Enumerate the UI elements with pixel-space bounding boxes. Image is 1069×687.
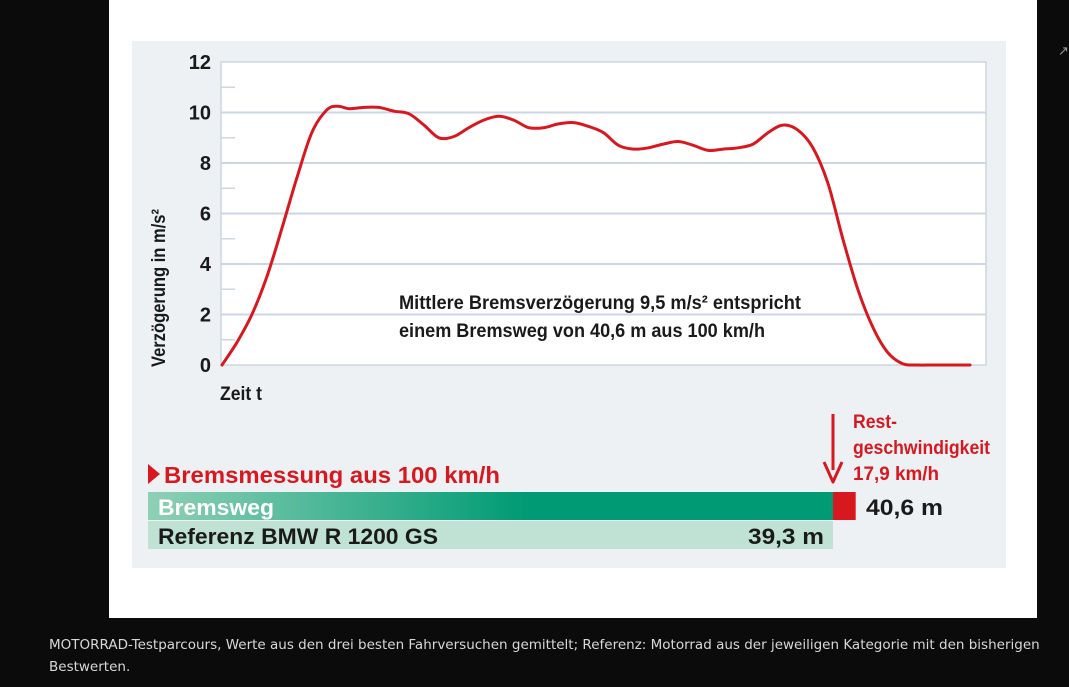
bar-chart-title: Bremsmessung aus 100 km/h — [164, 462, 500, 488]
bar-bremsweg — [148, 492, 833, 520]
expand-button[interactable]: ↗ — [1058, 44, 1069, 60]
arrow-up-right-icon: ↗ — [1058, 44, 1069, 59]
y-axis-label: Verzögerung in m/s² — [149, 209, 170, 367]
y-tick-label: 0 — [200, 355, 211, 377]
y-tick-labels: 0 2 4 6 8 10 12 — [189, 52, 212, 377]
y-tick-label: 2 — [200, 305, 211, 327]
triangle-bullet-icon — [148, 464, 160, 484]
bar-referenz — [148, 521, 833, 549]
y-tick-label: 10 — [189, 103, 211, 125]
bar-label-bremsweg: Bremsweg — [158, 495, 274, 520]
y-tick-label: 4 — [200, 254, 212, 276]
down-arrow-icon — [822, 414, 844, 484]
rest-label-line-1: Rest- — [853, 412, 897, 433]
bar-rest-segment — [833, 492, 856, 520]
rest-label-line-2: geschwindigkeit — [853, 438, 991, 459]
bar-value-bremsweg: 40,6 m — [866, 495, 943, 520]
rest-label-line-3: 17,9 km/h — [853, 464, 939, 485]
grid-lines — [221, 86, 986, 341]
y-tick-label: 8 — [200, 153, 211, 175]
annotation-line-1: Mittlere Bremsverzögerung 9,5 m/s² entsp… — [399, 293, 802, 314]
y-tick-label: 12 — [189, 52, 211, 74]
bar-value-referenz: 39,3 m — [748, 524, 824, 549]
y-tick-label: 6 — [200, 204, 211, 226]
bar-label-referenz: Referenz BMW R 1200 GS — [158, 524, 438, 549]
image-caption: MOTORRAD-Testparcours, Werte aus den dre… — [49, 637, 1040, 675]
series-line — [220, 104, 972, 367]
x-axis-label: Zeit t — [220, 384, 263, 405]
annotation-line-2: einem Bremsweg von 40,6 m aus 100 km/h — [399, 321, 765, 342]
